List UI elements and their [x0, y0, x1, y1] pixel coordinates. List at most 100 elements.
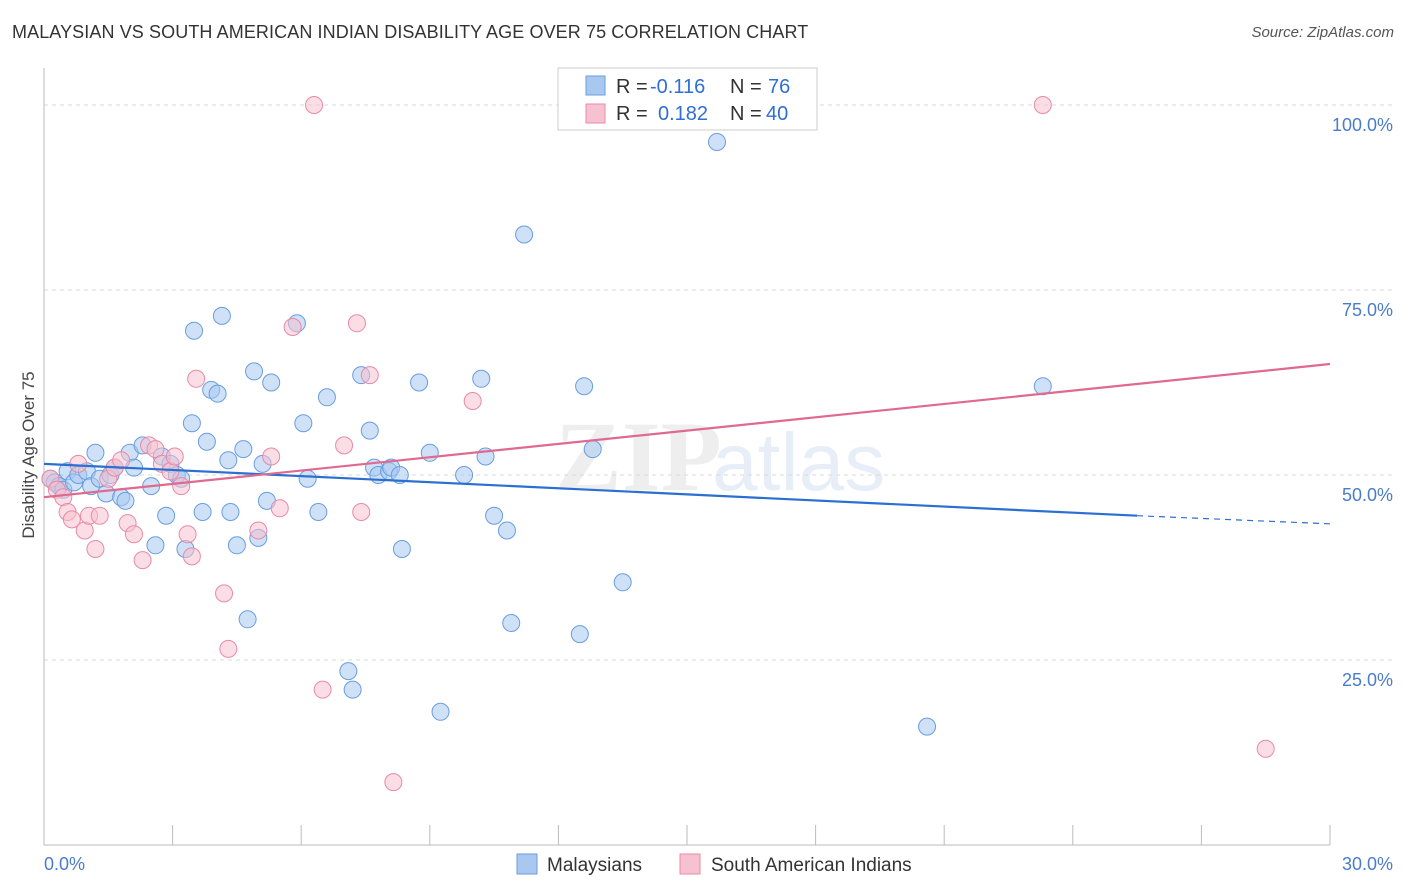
south-american-indians-point-40 [1256, 739, 1275, 758]
legend-swatch-malaysians [585, 75, 606, 96]
south-american-indians-point-6 [75, 521, 94, 540]
malaysians-point-27 [182, 414, 201, 433]
malaysians-point-29 [193, 503, 212, 521]
malaysians-point-75 [431, 702, 450, 721]
x-tick-label-1: 30.0% [1342, 854, 1393, 874]
malaysians-point-65 [497, 521, 516, 540]
legend-r-value-1: -0.116 [650, 76, 705, 98]
source-label: Source: ZipAtlas.com [1251, 24, 1394, 41]
y-tick-label-1: 75.0% [1342, 300, 1393, 320]
malaysians-point-46 [298, 469, 317, 488]
watermark: ZIP atlas [555, 401, 885, 512]
legend-r-label-1: R = [616, 76, 648, 98]
south-american-indians-point-19 [161, 462, 180, 481]
south-american-indians-point-24 [187, 369, 206, 388]
malaysians-point-45 [294, 414, 313, 433]
bottom-legend-swatch-malaysians [516, 853, 538, 875]
x-tick-labels: 0.0% 30.0% [44, 854, 1393, 874]
malaysians-point-48 [317, 388, 336, 407]
malaysians-point-39 [245, 362, 264, 381]
malaysians-point-50 [343, 680, 362, 699]
malaysians-point-30 [197, 432, 216, 451]
x-tick-label-0: 0.0% [44, 854, 85, 874]
malaysians-point-35 [221, 503, 240, 521]
chart-title: MALAYSIAN VS SOUTH AMERICAN INDIAN DISAB… [12, 22, 809, 42]
y-tick-labels: 100.0% 75.0% 50.0% 25.0% [1332, 115, 1393, 690]
x-tick-marks [43, 825, 1331, 845]
legend-swatch-south-american-indians [585, 103, 606, 124]
malaysians-point-66 [502, 614, 521, 632]
malaysians-point-49 [339, 662, 358, 681]
malaysians-point-33 [212, 306, 231, 325]
south-american-indians-point-5 [69, 454, 88, 473]
south-american-indians-point-35 [352, 503, 371, 521]
south-american-indians-point-9 [90, 506, 109, 525]
malaysians-point-37 [234, 440, 253, 459]
south-american-indians-point-25 [215, 584, 234, 603]
bottom-legend-swatch-south-american-indians [679, 853, 701, 875]
south-american-indians-point-20 [165, 447, 184, 466]
south-american-indians-point-31 [305, 96, 324, 114]
south-american-indians-point-38 [463, 392, 482, 410]
malaysians-trend-extension [1137, 515, 1331, 525]
gridlines [44, 104, 1392, 661]
malaysians-point-69 [575, 377, 594, 396]
south-american-indians-point-37 [384, 773, 403, 792]
malaysians-point-52 [360, 421, 379, 440]
south-american-indians-point-21 [172, 477, 191, 496]
malaysians-point-38 [238, 610, 257, 629]
y-tick-label-0: 100.0% [1332, 115, 1393, 135]
malaysians-point-68 [570, 625, 589, 644]
malaysians-point-9 [86, 443, 105, 462]
legend-n-value-1: 76 [768, 76, 790, 98]
south-american-indians-point-26 [219, 639, 238, 658]
malaysians-point-34 [219, 451, 238, 470]
svg-text:atlas: atlas [712, 417, 885, 508]
south-american-indians-trend-line [43, 362, 1331, 499]
south-american-indians-point-34 [347, 314, 366, 333]
south-american-indians-point-27 [249, 521, 268, 540]
south-american-indians-point-2 [54, 488, 73, 507]
malaysians-point-61 [455, 466, 474, 484]
malaysians-point-28 [185, 321, 204, 340]
south-american-indians-point-23 [182, 547, 201, 566]
malaysians-point-71 [613, 573, 632, 592]
malaysians-point-72 [708, 133, 727, 151]
malaysians-point-58 [392, 540, 411, 558]
legend-n-label-1: N = [730, 76, 762, 98]
malaysians-point-32 [208, 384, 227, 403]
south-american-indians-point-14 [125, 525, 144, 544]
malaysians-point-73 [918, 717, 937, 736]
south-american-indians-point-22 [178, 525, 197, 544]
malaysians-point-15 [116, 491, 135, 510]
malaysians-point-59 [410, 373, 429, 392]
malaysians-point-11 [97, 484, 116, 503]
malaysians-point-22 [157, 506, 176, 525]
south-american-indians-point-8 [86, 540, 105, 558]
legend-r-label-2: R = [616, 103, 648, 125]
y-tick-label-3: 25.0% [1342, 670, 1393, 690]
south-american-indians-point-12 [112, 451, 131, 470]
legend-n-value-2: 40 [766, 103, 788, 125]
south-american-indians-point-32 [313, 680, 332, 699]
malaysians-point-57 [390, 466, 409, 484]
south-american-indians-point-17 [146, 440, 165, 459]
malaysians-point-67 [515, 225, 534, 244]
bottom-legend-label-south-american-indians: South American Indians [711, 855, 912, 876]
malaysians-point-36 [227, 536, 246, 555]
south-american-indians-point-29 [270, 499, 289, 518]
legend-n-label-2: N = [730, 103, 762, 125]
south-american-indians-point-33 [335, 436, 354, 455]
trend-lines [43, 362, 1331, 525]
legend-r-value-2: 0.182 [658, 103, 708, 125]
south-american-indians-point-4 [62, 510, 81, 529]
bottom-legend-label-malaysians: Malaysians [547, 855, 642, 876]
svg-text:ZIP: ZIP [555, 401, 722, 512]
y-axis-title: Disability Age Over 75 [19, 371, 38, 538]
malaysians-point-64 [485, 506, 504, 525]
south-american-indians-point-15 [133, 551, 152, 570]
south-american-indians-point-30 [283, 318, 302, 336]
malaysians-point-47 [309, 503, 328, 521]
bottom-legend: Malaysians South American Indians [516, 853, 912, 876]
